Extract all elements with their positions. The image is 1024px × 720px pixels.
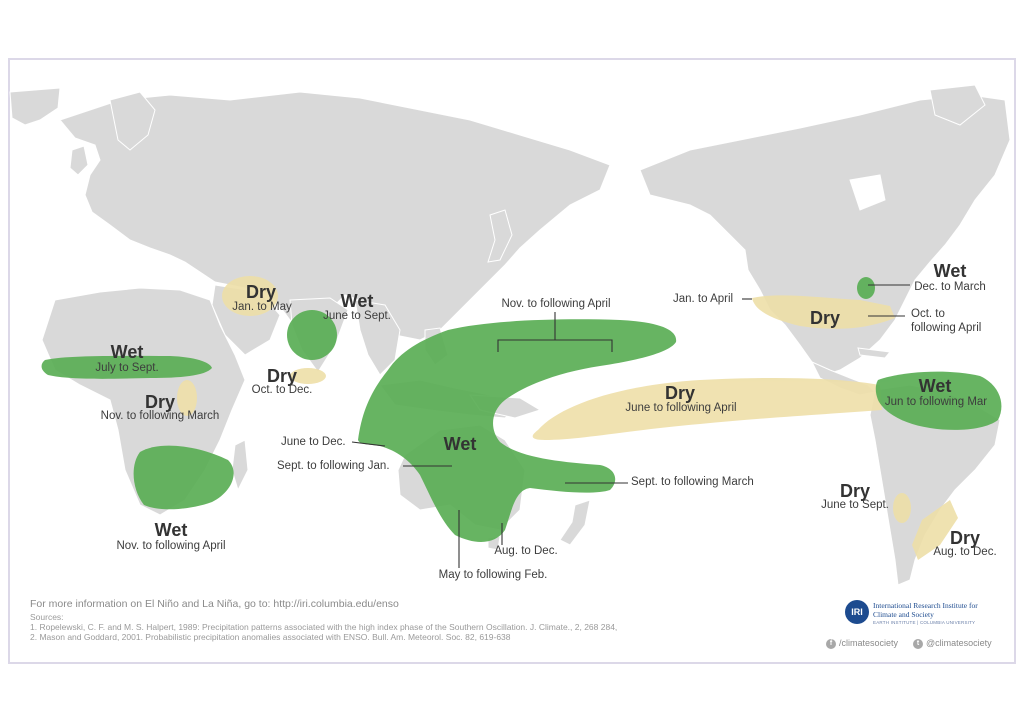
label-india-wet-period: June to Sept.: [323, 310, 391, 322]
dry-region-east-africa: [177, 380, 197, 416]
iri-logo-mark: IRI: [845, 600, 869, 624]
label-se-sa-dry-period: Aug. to Dec.: [933, 546, 997, 558]
greenland-east: [929, 84, 986, 126]
label-india-wet-title: Wet: [340, 291, 374, 311]
twitter-link[interactable]: t @climatesociety: [913, 638, 992, 649]
cuba: [857, 347, 891, 359]
label-indonesia-wet-title: Wet: [443, 434, 477, 454]
label-indonesia-wet-period-a: June to Dec.: [281, 436, 346, 448]
iri-logo-sub: EARTH INSTITUTE | COLUMBIA UNIVERSITY: [873, 620, 976, 625]
japan: [487, 209, 513, 263]
facebook-handle: /climatesociety: [839, 638, 899, 648]
label-chile-dry-period: June to Sept.: [821, 499, 889, 511]
label-chile-dry-title: Dry: [839, 481, 871, 501]
label-south-africa-wet-period: Nov. to following April: [116, 540, 226, 552]
label-east-africa-dry-period: Nov. to following March: [100, 410, 220, 422]
label-usa-dry-title: Dry: [809, 308, 841, 328]
label-asia-dry-title: Dry: [245, 282, 277, 302]
label-usa-wet-title: Wet: [933, 261, 967, 281]
label-sa-wet-period: Jun to following Mar: [884, 396, 988, 408]
dry-regions: [177, 276, 958, 560]
eurasia: [59, 91, 611, 341]
label-sa-wet-title: Wet: [918, 376, 952, 396]
facebook-icon: f: [826, 638, 836, 649]
dry-region-middle-east: [222, 276, 278, 316]
label-australia-east-period: May to following Feb.: [438, 569, 548, 581]
label-indonesia-wet-period-b: Sept. to following Jan.: [277, 460, 390, 472]
leader-lines: [351, 284, 910, 568]
label-south-africa-wet-title: Wet: [154, 520, 188, 540]
wet-region-india: [287, 310, 337, 360]
wet-regions: [41, 277, 1002, 542]
leader-june-to-dec: [351, 441, 386, 447]
label-india-dry-title: Dry: [266, 366, 298, 386]
sources-label: Sources:: [30, 612, 64, 622]
twitter-handle: @climatesociety: [926, 638, 992, 648]
madagascar: [231, 439, 249, 492]
scandinavia: [109, 91, 156, 151]
dry-region-chile: [893, 493, 911, 523]
southeast-asia: [354, 299, 401, 376]
label-usa-wet-period: Dec. to March: [914, 281, 986, 293]
wet-region-ohio-valley: [857, 277, 875, 299]
label-india-dry-period: Oct. to Dec.: [251, 384, 313, 396]
label-south-pacific-wet-period: Sept. to following March: [631, 476, 754, 488]
source-1: 1. Ropelewski, C. F. and M. S. Halpert, …: [30, 622, 618, 632]
greenland-west: [9, 87, 61, 126]
label-se-sa-dry-title: Dry: [949, 528, 981, 548]
label-pacific-wet-period: Nov. to following April: [501, 298, 611, 310]
wet-region-maritime-continent: [358, 319, 677, 542]
dry-region-southeast-south-america: [912, 500, 958, 560]
source-2: 2. Mason and Goddard, 2001. Probabilisti…: [30, 632, 511, 642]
new-zealand: [559, 499, 591, 546]
wet-region-sahel: [41, 355, 212, 379]
wet-region-southern-africa: [133, 445, 234, 510]
dry-region-southern-usa: [752, 295, 895, 329]
label-sahel-wet-period: July to Sept.: [95, 362, 159, 374]
label-usa-dry-period-a: Jan. to April: [673, 293, 734, 305]
label-usa-dry-period-b2: following April: [911, 322, 982, 334]
facebook-link[interactable]: f/climatesociety: [826, 638, 898, 649]
twitter-icon: t: [913, 638, 923, 649]
british-isles: [69, 145, 89, 176]
label-asia-dry-period: Jan. to May: [232, 301, 292, 313]
dry-region-south-india: [290, 368, 326, 384]
info-link-text: For more information on El Niño and La N…: [30, 598, 399, 610]
label-pacific-dry-title: Dry: [664, 383, 696, 403]
label-usa-dry-period-b1: Oct. to: [911, 308, 945, 320]
label-east-africa-dry-title: Dry: [144, 392, 176, 412]
hudson-bay: [849, 174, 886, 211]
label-australia-se-period: Aug. to Dec.: [494, 545, 558, 557]
wet-region-northern-south-america: [875, 371, 1002, 430]
iri-logo-name: International Research Institute for Cli…: [873, 601, 978, 619]
dry-region-central-pacific: [532, 377, 882, 440]
leader-pacific-top: [497, 312, 613, 352]
label-sahel-wet-title: Wet: [110, 342, 144, 362]
label-pacific-dry-period: June to following April: [625, 402, 737, 414]
